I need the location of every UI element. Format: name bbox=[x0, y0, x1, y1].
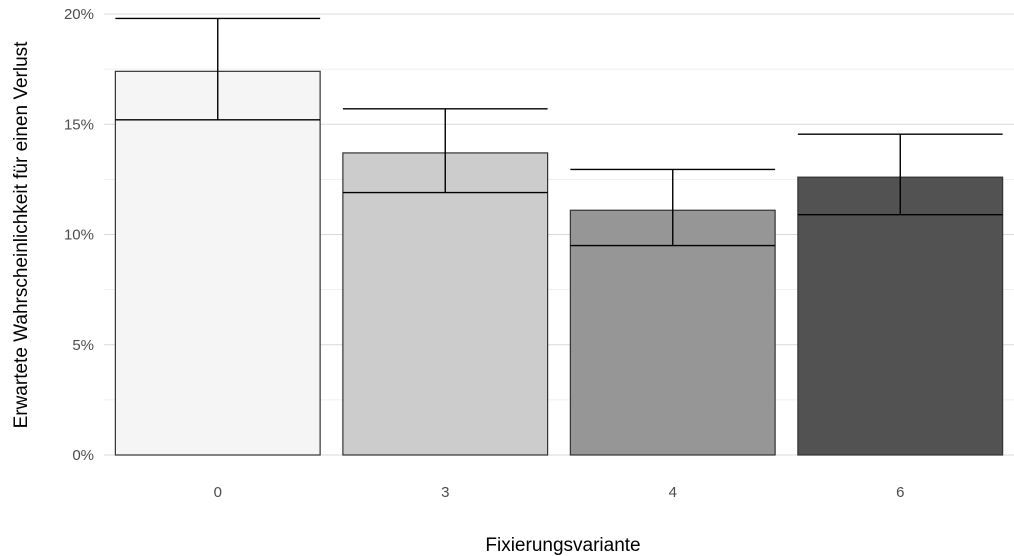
error-bar-0 bbox=[115, 17, 321, 121]
y-axis-title: Erwartete Wahrscheinlichkeit für einen V… bbox=[11, 41, 32, 429]
error-bar-3 bbox=[342, 108, 548, 194]
bar-0 bbox=[114, 70, 321, 456]
y-tick-label: 15% bbox=[64, 116, 94, 133]
bar-4 bbox=[569, 209, 776, 456]
x-tick-label: 3 bbox=[441, 484, 449, 501]
bar-3 bbox=[342, 152, 549, 456]
error-bar-6 bbox=[797, 133, 1003, 216]
y-axis-ticks: 0% 5% 10% 15% 20% bbox=[64, 6, 94, 464]
error-bar-4 bbox=[570, 168, 776, 247]
y-tick-label: 0% bbox=[72, 447, 94, 464]
x-axis-ticks: 0 3 4 6 bbox=[214, 484, 905, 501]
x-tick-label: 6 bbox=[896, 484, 904, 501]
error-bars bbox=[115, 17, 1003, 247]
bar-6 bbox=[797, 176, 1004, 456]
y-tick-label: 5% bbox=[72, 337, 94, 354]
y-tick-label: 10% bbox=[64, 227, 94, 244]
x-axis-title: Fixierungsvariante bbox=[485, 535, 640, 556]
bars bbox=[114, 70, 1004, 456]
x-tick-label: 4 bbox=[669, 484, 677, 501]
x-tick-label: 0 bbox=[214, 484, 222, 501]
y-tick-label: 20% bbox=[64, 6, 94, 23]
